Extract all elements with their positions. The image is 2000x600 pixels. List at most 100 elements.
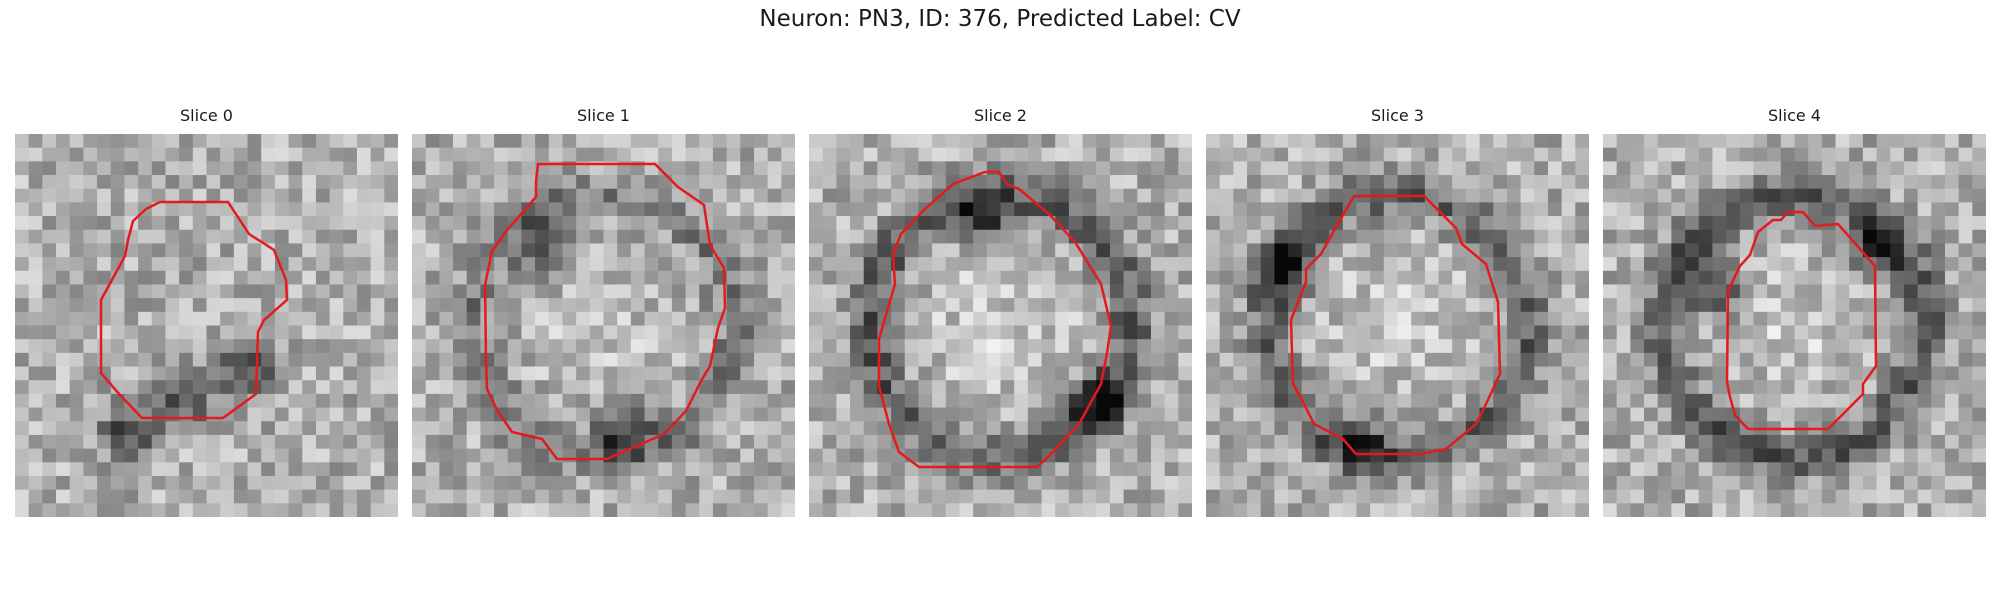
pixel — [439, 475, 454, 491]
pixel — [1835, 243, 1850, 258]
pixel — [1561, 284, 1576, 299]
pixel — [1547, 489, 1563, 504]
pixel — [1041, 243, 1056, 258]
pixel — [918, 298, 933, 313]
pixel — [1876, 175, 1891, 190]
pixel — [315, 448, 331, 463]
pixel — [1424, 407, 1440, 422]
pixel — [412, 462, 427, 477]
pixel — [1014, 475, 1029, 491]
pixel — [1452, 175, 1467, 190]
pixel — [548, 188, 564, 203]
pixel — [1780, 147, 1796, 162]
pixel — [1397, 257, 1412, 272]
pixel — [726, 380, 741, 395]
pixel — [1150, 380, 1166, 395]
pixel — [1890, 489, 1905, 504]
pixel — [1890, 311, 1905, 327]
pixel — [1931, 393, 1946, 409]
pixel — [439, 434, 454, 450]
pixel — [1027, 448, 1043, 463]
pixel — [1014, 202, 1029, 217]
pixel — [1794, 366, 1809, 381]
pixel — [28, 216, 43, 231]
pixel — [124, 270, 139, 286]
pixel — [1849, 503, 1864, 517]
pixel — [274, 421, 290, 436]
pixel — [685, 462, 700, 477]
pixel — [247, 475, 262, 491]
pixel — [630, 366, 646, 381]
pixel — [767, 421, 782, 436]
pixel — [1288, 475, 1303, 491]
pixel — [1260, 462, 1275, 477]
pixel — [1616, 175, 1631, 190]
pixel — [753, 366, 769, 381]
pixel — [658, 147, 673, 162]
pixel — [877, 188, 892, 203]
pixel — [1411, 147, 1426, 162]
pixel — [138, 216, 153, 231]
pixel — [1342, 503, 1358, 517]
pixel — [494, 462, 509, 477]
pixel — [288, 503, 303, 517]
pixel — [1383, 325, 1399, 340]
pixel — [1164, 462, 1179, 477]
pixel — [28, 175, 43, 190]
pixel — [1041, 134, 1056, 149]
pixel — [1383, 161, 1399, 176]
pixel — [1027, 339, 1043, 354]
pixel — [138, 188, 153, 203]
pixel — [1452, 216, 1467, 231]
pixel — [233, 188, 249, 203]
pixel — [1753, 216, 1768, 231]
pixel — [370, 325, 385, 340]
pixel — [179, 134, 194, 149]
pixel — [932, 407, 947, 422]
pixel — [261, 393, 276, 409]
pixel — [1561, 421, 1576, 436]
pixel — [1055, 147, 1070, 162]
pixel — [1821, 339, 1837, 354]
pixel — [1068, 311, 1084, 327]
pixel — [453, 202, 468, 217]
pixel — [535, 462, 550, 477]
pixel — [356, 134, 372, 149]
pixel — [439, 270, 454, 286]
pixel — [932, 325, 947, 340]
pixel — [904, 175, 920, 190]
pixel — [1931, 229, 1946, 245]
pixel — [1534, 352, 1549, 368]
pixel — [261, 380, 276, 395]
pixel — [603, 489, 618, 504]
pixel — [699, 270, 714, 286]
pixel — [1356, 366, 1371, 381]
pixel — [753, 393, 769, 409]
pixel — [233, 380, 249, 395]
pixel — [220, 393, 235, 409]
pixel — [1958, 175, 1973, 190]
pixel — [576, 475, 591, 491]
pixel — [28, 352, 43, 368]
pixel — [753, 134, 769, 149]
pixel — [1247, 161, 1262, 176]
pixel — [1603, 352, 1618, 368]
pixel — [1301, 448, 1317, 463]
pixel — [1219, 147, 1234, 162]
pixel — [904, 421, 920, 436]
pixel — [945, 325, 961, 340]
pixel — [138, 339, 153, 354]
pixel — [1903, 339, 1919, 354]
pixel — [562, 243, 577, 258]
pixel — [1671, 298, 1686, 313]
pixel — [959, 380, 974, 395]
pixel — [850, 393, 865, 409]
pixel — [220, 284, 235, 299]
pixel — [1411, 298, 1426, 313]
pixel — [918, 407, 933, 422]
pixel — [1780, 434, 1796, 450]
pixel — [836, 366, 851, 381]
pixel — [1342, 188, 1358, 203]
pixel — [1657, 311, 1672, 327]
pixel — [1630, 311, 1645, 327]
